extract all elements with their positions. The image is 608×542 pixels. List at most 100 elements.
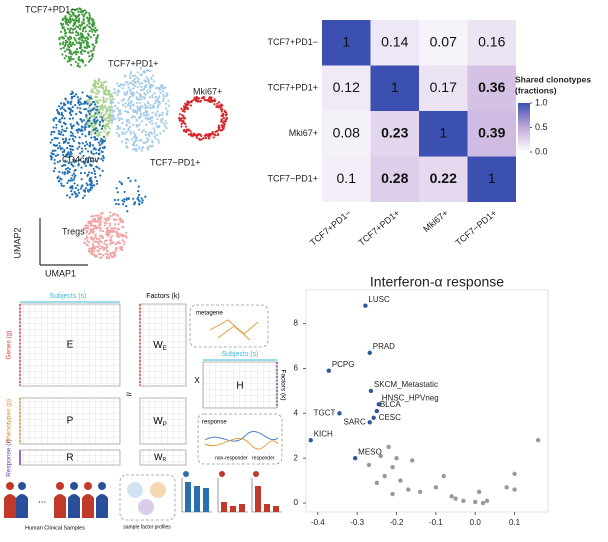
umap-point xyxy=(62,140,66,144)
response-box xyxy=(197,413,283,465)
umap-point xyxy=(102,246,105,249)
umap-point xyxy=(178,119,182,122)
cell-label: 0.36 xyxy=(478,79,505,95)
umap-point xyxy=(208,136,211,140)
umap-point xyxy=(83,102,86,105)
umap-point xyxy=(111,235,114,238)
umap-point xyxy=(189,130,192,133)
umap-point xyxy=(138,203,141,206)
umap-point xyxy=(193,132,196,135)
network xyxy=(209,319,259,341)
umap-point xyxy=(88,247,91,250)
umap-point xyxy=(99,223,102,226)
umap-point xyxy=(94,233,97,236)
umap-point xyxy=(87,42,90,45)
umap-point xyxy=(224,118,227,122)
cell-label: 0.07 xyxy=(430,33,457,49)
umap-point xyxy=(68,21,71,24)
umap-point xyxy=(127,176,130,180)
heat-cell xyxy=(467,156,516,202)
matrix-we xyxy=(139,303,187,387)
umap-point xyxy=(94,235,97,238)
umap-point xyxy=(70,58,73,61)
umap-point xyxy=(95,180,99,183)
umap-point xyxy=(165,126,168,130)
person-head xyxy=(56,482,64,490)
umap-point xyxy=(66,146,69,150)
point xyxy=(371,415,376,421)
umap-point xyxy=(58,160,62,163)
umap-point xyxy=(102,101,105,104)
umap-point xyxy=(116,116,119,119)
umap-point xyxy=(86,173,90,176)
umap-point xyxy=(63,171,67,174)
umap-point xyxy=(204,137,208,140)
umap-point xyxy=(63,57,66,60)
umap-point xyxy=(80,9,83,13)
umap-point xyxy=(195,136,199,139)
umap-point xyxy=(224,114,227,117)
umap-point xyxy=(140,201,144,204)
umap-point xyxy=(86,24,89,27)
point-label: SARC xyxy=(344,417,366,426)
umap-point xyxy=(79,187,82,190)
umap-point xyxy=(100,127,103,130)
umap-point xyxy=(57,132,61,135)
umap-point xyxy=(105,243,109,246)
umap-point xyxy=(69,107,72,110)
umap-point xyxy=(97,141,100,144)
umap-point xyxy=(153,102,157,105)
umap-point xyxy=(82,40,85,43)
umap-point xyxy=(121,103,125,106)
umap-point xyxy=(87,51,90,54)
umap-point xyxy=(74,93,78,96)
umap-point xyxy=(74,159,77,162)
umap-point xyxy=(61,128,64,131)
umap-point xyxy=(100,256,103,259)
umap-point xyxy=(87,60,91,63)
umap-point xyxy=(81,49,84,52)
umap-point xyxy=(209,133,213,136)
umap-point xyxy=(50,131,53,134)
umap-point xyxy=(61,106,64,110)
umap-point xyxy=(159,132,162,135)
umap-point xyxy=(156,98,159,101)
umap-point xyxy=(123,132,127,135)
person-body xyxy=(96,494,108,518)
umap-point xyxy=(70,10,73,13)
umap-point xyxy=(91,43,94,46)
colorbar-tick-label: 0.5 xyxy=(535,122,548,132)
umap-point xyxy=(100,83,103,86)
umap-point xyxy=(211,100,214,103)
umap-point xyxy=(71,43,74,46)
umap-point xyxy=(71,8,74,11)
umap-point xyxy=(203,134,207,137)
umap-point xyxy=(162,87,165,90)
umap-point xyxy=(103,145,106,149)
umap-point xyxy=(136,97,139,100)
point-label: BLCA xyxy=(380,400,402,409)
umap-point xyxy=(94,41,98,44)
umap-point xyxy=(80,36,83,39)
umap-point xyxy=(101,230,105,233)
umap-point xyxy=(86,143,89,146)
umap-point xyxy=(122,243,125,246)
heat-cell xyxy=(370,156,419,202)
umap-point xyxy=(125,236,128,239)
umap-point xyxy=(88,156,91,159)
umap-point xyxy=(62,121,66,124)
heat-cell xyxy=(467,111,516,157)
umap-point xyxy=(154,95,158,98)
label: WP xyxy=(153,416,166,428)
umap-point xyxy=(181,114,184,117)
umap-point xyxy=(71,193,74,196)
umap-point xyxy=(146,77,150,81)
umap-point xyxy=(58,118,61,121)
umap-point xyxy=(151,94,154,97)
umap-point xyxy=(90,49,93,53)
umap-point xyxy=(84,107,88,111)
umap-point xyxy=(78,136,81,139)
umap-point xyxy=(115,249,118,252)
umap-point xyxy=(138,193,141,197)
umap-point xyxy=(116,89,119,92)
